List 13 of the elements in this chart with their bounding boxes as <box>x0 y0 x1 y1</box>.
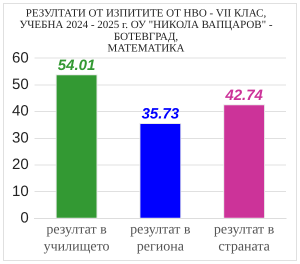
data-label: 54.01 <box>58 56 96 74</box>
y-tick-label: 60 <box>12 49 29 66</box>
x-tick-label: резултат в региона <box>130 222 191 254</box>
y-tick-label: 10 <box>12 182 29 200</box>
y-tick-label: 40 <box>12 102 29 120</box>
y-tick-label: 50 <box>12 76 29 94</box>
x-tick-label: резултат в страната <box>214 222 275 254</box>
data-label: 35.73 <box>142 106 180 123</box>
x-tick-label: резултат в училището <box>44 222 110 254</box>
y-tick-label: 0 <box>20 210 29 227</box>
data-label: 42.74 <box>224 86 264 104</box>
y-tick-label: 20 <box>12 156 29 174</box>
y-tick-label: 30 <box>12 129 29 146</box>
